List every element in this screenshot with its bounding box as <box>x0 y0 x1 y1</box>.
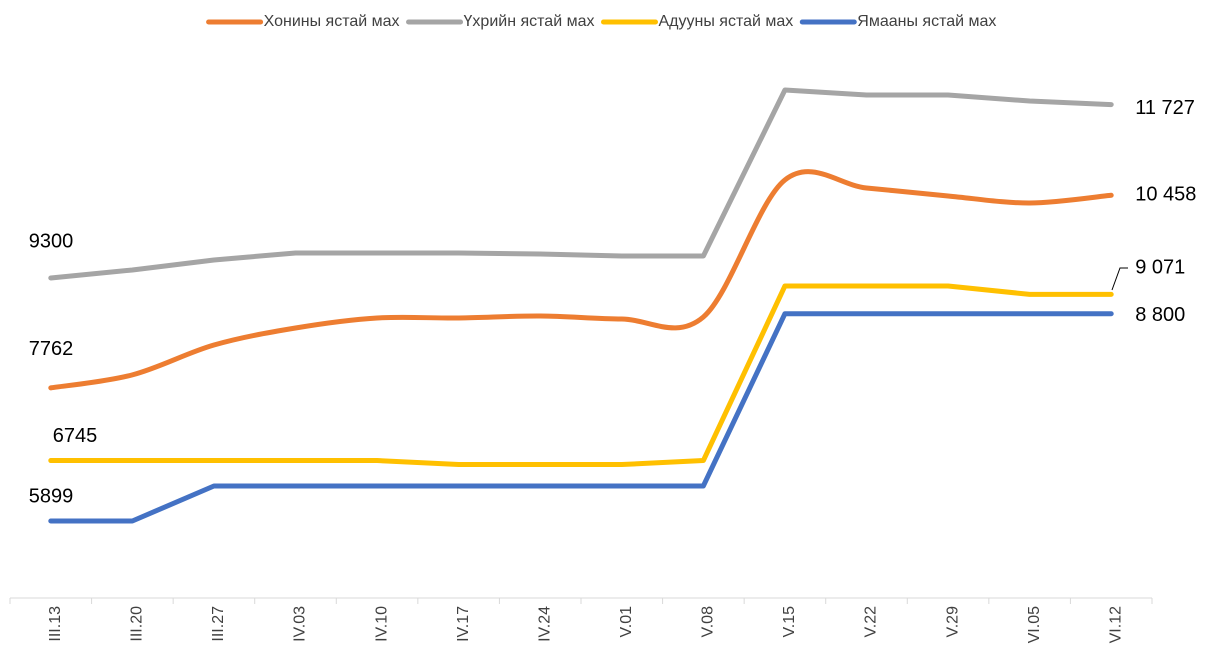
x-tick-label: VI.05 <box>1026 606 1043 643</box>
x-tick-label: IV.24 <box>536 606 553 642</box>
x-tick-label: V.29 <box>944 606 961 638</box>
x-tick-label: V.01 <box>618 606 635 638</box>
x-tick-label: V.08 <box>700 606 717 638</box>
data-label: 10 458 <box>1135 184 1196 206</box>
x-tick-label: V.15 <box>781 606 798 638</box>
series-line <box>48 87 1114 281</box>
x-tick-label: IV.03 <box>292 606 309 642</box>
series-line <box>48 283 1114 468</box>
series-line <box>48 311 1114 524</box>
data-label: 7762 <box>29 338 74 360</box>
x-tick-label: III.13 <box>47 606 64 642</box>
x-tick-label: III.20 <box>129 606 146 642</box>
x-tick-label: IV.17 <box>455 606 472 642</box>
legend-label: Үхрийн ястай мах <box>464 13 595 30</box>
x-tick-label: IV.10 <box>373 606 390 642</box>
data-label: 5899 <box>29 485 74 507</box>
x-tick-label: V.22 <box>863 606 880 638</box>
legend-label: Хонины ястай мах <box>264 13 400 30</box>
x-tick-label: III.27 <box>210 606 227 642</box>
legend-label: Адууны ястай мах <box>658 13 793 30</box>
data-label: 6745 <box>53 425 98 447</box>
leader-line <box>1111 267 1128 291</box>
data-label: 8 800 <box>1135 304 1185 326</box>
data-label: 11 727 <box>1135 97 1195 119</box>
data-label: 9 071 <box>1135 257 1185 279</box>
legend-label: Ямааны ястай мах <box>857 13 996 30</box>
data-label: 9300 <box>29 230 74 252</box>
x-tick-label: VI.12 <box>1107 606 1124 643</box>
series-line <box>48 169 1114 391</box>
